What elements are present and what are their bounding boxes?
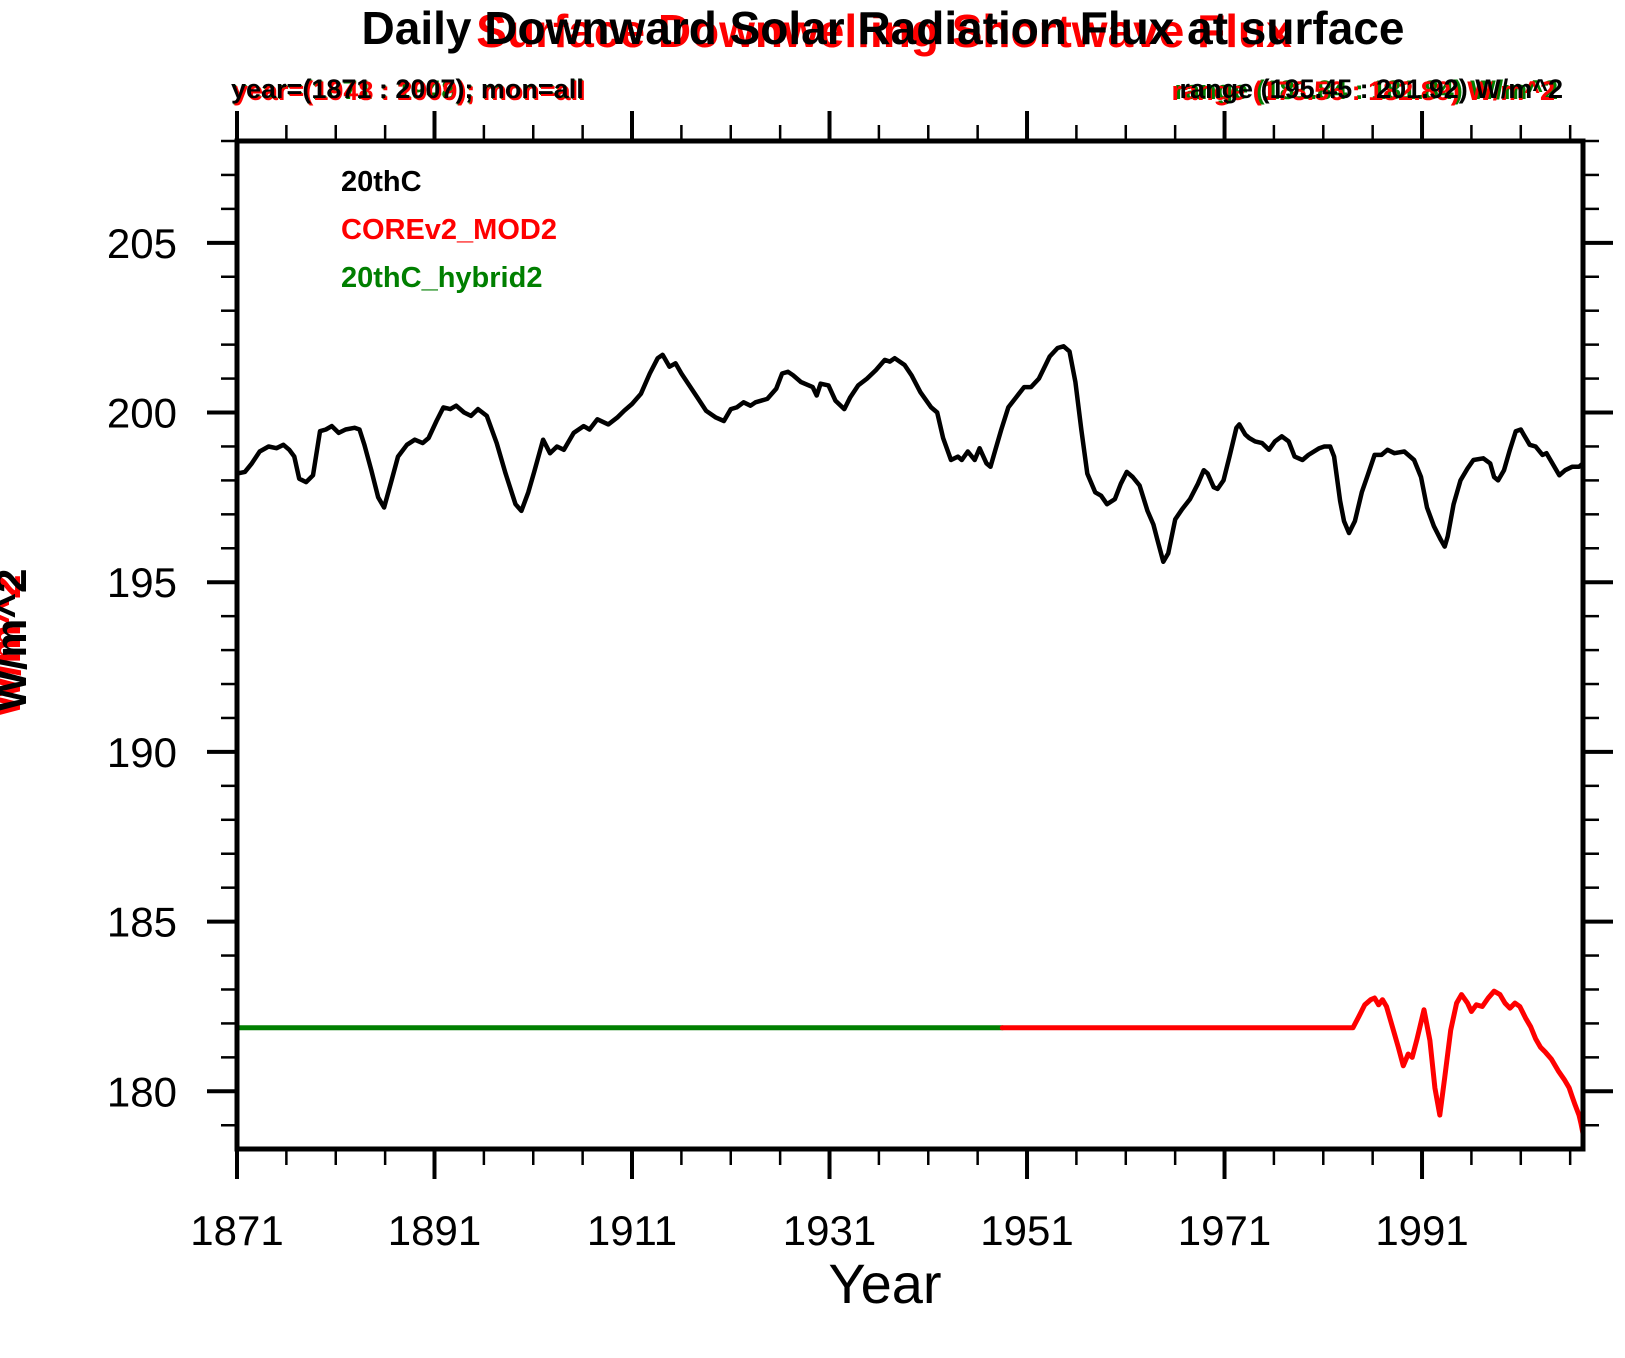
x-tick-label: 1891: [388, 1207, 481, 1254]
plot-frame: [234, 138, 1586, 1152]
chart-title-red: Surface Downwelling Shortwave Flux: [476, 5, 1292, 57]
x-tick-label: 1911: [587, 1207, 677, 1254]
legend-item-20thc: 20thC: [341, 166, 422, 198]
x-tick-label: 1931: [783, 1207, 876, 1254]
legend: 20thC COREv2_MOD2 20thC_hybrid2: [341, 166, 557, 294]
x-tick-label: 1991: [1375, 1207, 1468, 1254]
y-tick-label: 200: [107, 390, 177, 437]
subtitle-right-group: range (181.84 : 181.84) W/m^2 range (178…: [1172, 74, 1563, 106]
subtitle-left-red: year=(1948 : 2009); mon=all: [233, 76, 586, 106]
subtitle-right-red: range (178.56 : 182.89) W/m^2: [1172, 76, 1555, 106]
subtitle-left-black: year=(1871 : 2007); mon=all: [231, 74, 584, 104]
y-tick-label: 195: [107, 559, 177, 606]
axis-ticks: 1871 1891 1911 1931 1951 1971 1991 180 185 190 195…: [107, 111, 1613, 1254]
y-tick-label: 205: [107, 220, 177, 267]
y-axis-label-black: W/m^2: [0, 568, 36, 711]
20thC-series-line: [234, 344, 1586, 565]
y-axis-label-red: W/m^2: [0, 574, 30, 717]
y-tick-label: 185: [107, 899, 177, 946]
y-axis-label-group: W/m^2 W/m^2: [0, 568, 36, 717]
legend-item-20thc-hybrid2: 20thC_hybrid2: [341, 262, 542, 294]
subtitle-right-black: range (195.45 : 201.92) W/m^2: [1180, 74, 1563, 104]
COREv2_MOD2-series-line: [999, 988, 1586, 1137]
y-tick-label: 180: [107, 1068, 177, 1115]
x-tick-label: 1951: [980, 1207, 1073, 1254]
x-tick-label: 1871: [190, 1207, 283, 1254]
x-axis-label: Year: [828, 1252, 941, 1315]
data-series: [234, 344, 1586, 1137]
subtitle-left-green: year=(1871 : 1948); mon=all: [232, 75, 585, 105]
subtitle-right-green: range (181.84 : 181.84) W/m^2: [1175, 75, 1558, 105]
legend-item-corev2-mod2: COREv2_MOD2: [341, 214, 557, 246]
y-tick-label: 190: [107, 729, 177, 776]
x-tick-label: 1971: [1178, 1207, 1271, 1254]
subtitle-left-group: year=(1871 : 1948); mon=all year=(1948 :…: [231, 74, 586, 106]
title-group: Surface Downwelling Shortwave Flux Daily…: [362, 2, 1405, 57]
chart-title-black: Daily Downward Solar Radiation Flux at s…: [362, 2, 1405, 54]
